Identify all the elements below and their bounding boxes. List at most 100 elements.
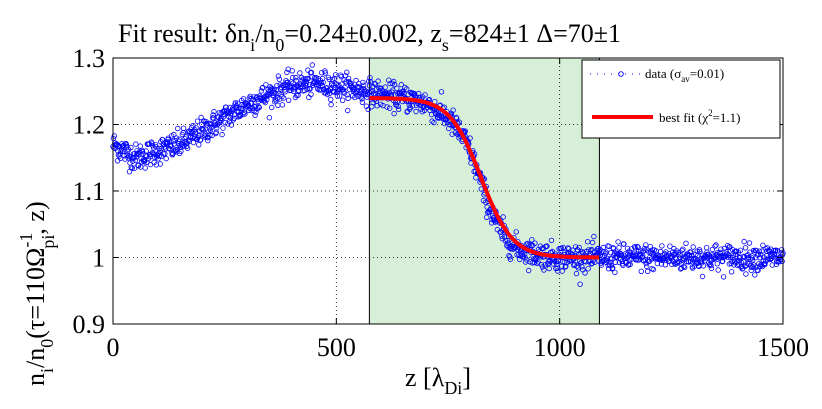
legend: data (σav=0.01) best fit (χ2=1.1) xyxy=(581,59,781,139)
data-point xyxy=(708,262,714,269)
data-point xyxy=(395,106,402,112)
data-point xyxy=(184,145,191,151)
data-point xyxy=(713,242,719,248)
data-point xyxy=(242,111,248,117)
data-point xyxy=(300,81,307,88)
data-point xyxy=(205,128,212,135)
data-point xyxy=(588,261,594,267)
data-point xyxy=(669,261,675,267)
data-point xyxy=(192,129,199,135)
data-point xyxy=(210,112,216,118)
legend-box xyxy=(581,59,781,139)
data-point xyxy=(728,269,735,275)
data-point xyxy=(328,101,334,108)
data-point xyxy=(577,281,583,287)
data-point xyxy=(680,246,686,252)
data-point xyxy=(175,125,181,132)
data-point xyxy=(322,68,328,74)
data-point xyxy=(382,89,389,95)
data-point xyxy=(746,261,752,267)
data-point xyxy=(111,133,117,139)
x-tick-label: 500 xyxy=(317,333,356,362)
data-point xyxy=(171,148,178,154)
data-point xyxy=(345,95,351,101)
data-point xyxy=(129,165,135,171)
data-point xyxy=(153,162,160,168)
data-point xyxy=(585,266,591,272)
data-point xyxy=(720,274,727,280)
data-point xyxy=(758,251,764,258)
data-point xyxy=(326,76,332,83)
data-point xyxy=(738,260,745,266)
data-point xyxy=(344,91,350,98)
data-point xyxy=(575,265,581,271)
data-point xyxy=(289,68,295,74)
data-point xyxy=(762,260,768,267)
data-point xyxy=(375,78,381,84)
data-point xyxy=(708,265,715,272)
grid xyxy=(113,58,783,324)
data-point xyxy=(143,148,149,154)
data-point xyxy=(342,84,348,91)
data-point xyxy=(638,268,644,274)
data-point xyxy=(769,262,775,268)
data-point xyxy=(517,256,523,263)
data-point xyxy=(309,62,315,68)
data-point xyxy=(348,80,354,87)
data-point xyxy=(436,115,442,121)
data-point xyxy=(205,137,211,144)
data-point xyxy=(526,242,532,248)
legend-data-marker xyxy=(618,71,624,77)
data-point xyxy=(128,164,134,170)
data-point xyxy=(756,261,762,267)
data-point xyxy=(715,267,721,273)
data-point xyxy=(384,104,390,110)
data-point xyxy=(743,271,749,277)
data-point xyxy=(627,261,633,268)
axis-ticks: 0 500 1000 1500 0.9 1 1.1 1.2 1.3 xyxy=(73,44,810,362)
data-point xyxy=(682,264,688,271)
data-point xyxy=(454,115,460,121)
data-point xyxy=(281,95,287,101)
data-point xyxy=(546,265,552,272)
data-point xyxy=(644,268,651,275)
y-tick-label: 1.1 xyxy=(73,177,106,206)
data-point xyxy=(529,237,535,243)
data-point xyxy=(659,243,665,249)
data-point xyxy=(574,263,580,269)
data-point xyxy=(387,105,393,111)
data-point xyxy=(395,103,401,109)
data-point xyxy=(544,243,550,249)
data-point xyxy=(131,154,137,161)
data-point xyxy=(194,118,201,124)
data-point xyxy=(237,113,244,119)
data-point xyxy=(273,90,279,97)
data-point xyxy=(122,156,128,162)
data-point xyxy=(467,135,473,141)
data-point xyxy=(311,78,317,85)
data-point xyxy=(374,102,380,109)
data-point xyxy=(612,269,618,276)
y-axis-label: ni/n0(τ=110Ω-1 pi, z) xyxy=(16,201,58,386)
data-point xyxy=(760,242,766,248)
data-point xyxy=(171,141,177,147)
data-point xyxy=(688,249,694,255)
best-fit-line xyxy=(369,96,599,260)
data-point xyxy=(279,93,285,100)
data-point xyxy=(364,94,370,100)
data-point xyxy=(359,96,365,102)
data-point xyxy=(268,87,274,93)
data-point xyxy=(449,131,455,137)
data-point xyxy=(322,70,328,76)
data-point xyxy=(526,267,532,274)
data-point xyxy=(320,79,326,86)
data-point xyxy=(328,96,334,103)
legend-fit-label: best fit (χ2=1.1) xyxy=(659,108,741,125)
data-point xyxy=(340,97,346,103)
data-point xyxy=(756,248,762,254)
data-point xyxy=(207,127,214,133)
x-tick-label: 0 xyxy=(107,333,120,362)
data-point xyxy=(247,93,253,99)
data-point xyxy=(319,75,326,82)
